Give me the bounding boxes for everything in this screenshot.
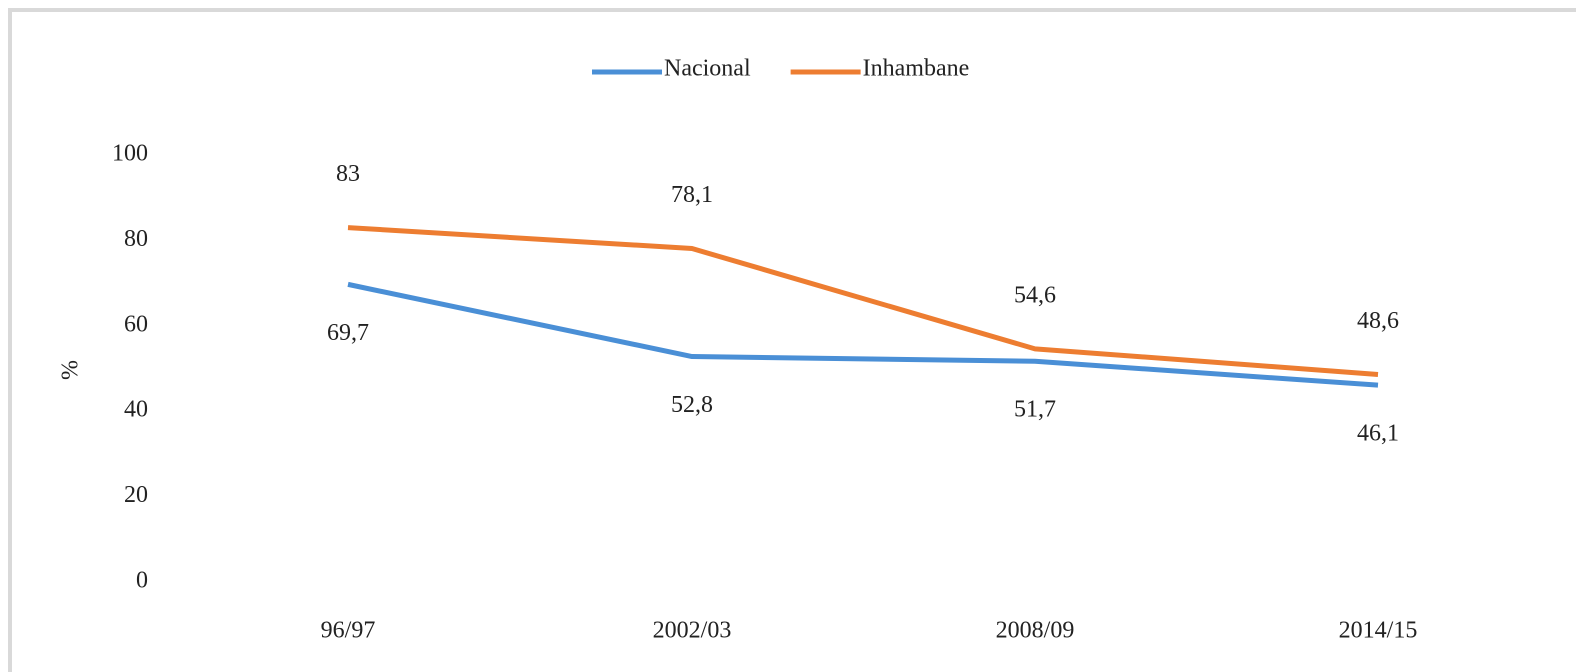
- y-tick-label: 40: [124, 397, 148, 423]
- legend-label: Inhambane: [863, 56, 970, 82]
- y-tick-label: 100: [112, 141, 148, 167]
- legend-label: Nacional: [664, 56, 751, 82]
- data-label: 78,1: [671, 182, 713, 208]
- data-label: 48,6: [1357, 308, 1399, 334]
- x-tick-label: 2014/15: [1339, 618, 1418, 644]
- data-label: 46,1: [1357, 421, 1399, 447]
- x-tick-label: 2002/03: [653, 618, 732, 644]
- chart-frame: [8, 8, 1576, 672]
- data-label: 69,7: [327, 320, 369, 346]
- y-axis-label: %: [58, 360, 84, 380]
- line: [347, 281, 1379, 388]
- y-tick-label: 80: [124, 226, 148, 252]
- y-tick-label: 20: [124, 482, 148, 508]
- data-label: 51,7: [1014, 397, 1056, 423]
- line: [347, 225, 1379, 377]
- x-tick-label: 2008/09: [996, 618, 1075, 644]
- data-label: 54,6: [1014, 282, 1056, 308]
- x-tick-label: 96/97: [321, 618, 376, 644]
- data-label: 52,8: [671, 392, 713, 418]
- data-label: 83: [336, 161, 360, 187]
- y-tick-label: 0: [136, 568, 148, 594]
- y-tick-label: 60: [124, 311, 148, 337]
